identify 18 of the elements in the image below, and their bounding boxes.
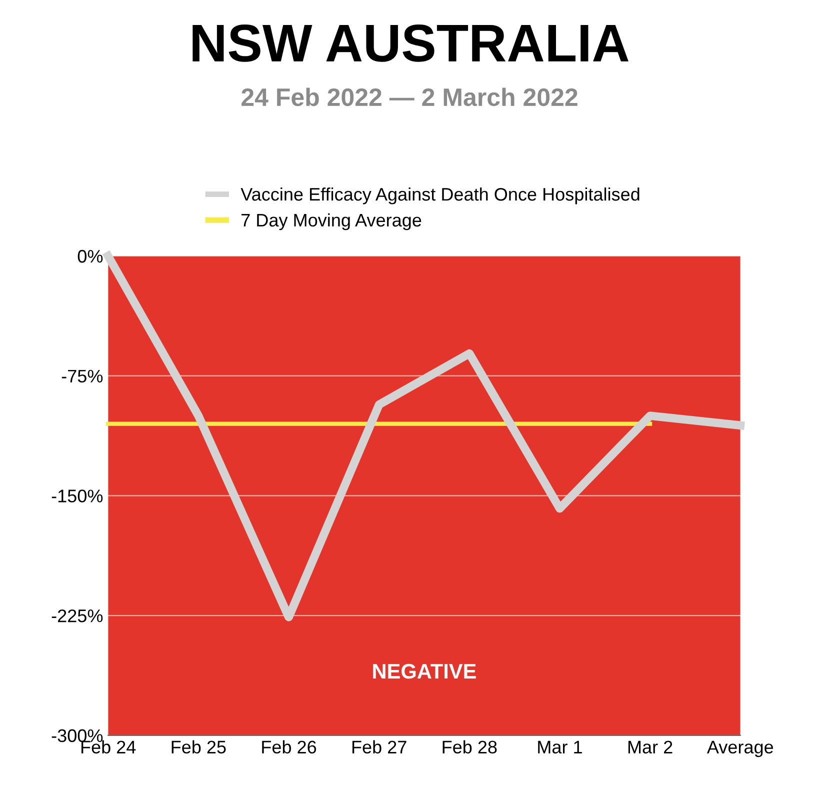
chart-title: NSW AUSTRALIA bbox=[192, 24, 628, 62]
y-tick-label: -75% bbox=[62, 370, 103, 383]
band-label: NEGATIVE bbox=[373, 664, 476, 679]
x-tick-label: Feb 28 bbox=[442, 740, 497, 754]
x-tick-label: Feb 26 bbox=[262, 740, 316, 754]
x-tick-label: Mar 1 bbox=[538, 740, 582, 754]
legend-label: 7 Day Moving Average bbox=[242, 213, 422, 230]
x-tick-label: Mar 2 bbox=[628, 740, 672, 754]
y-tick-label: -300% bbox=[52, 729, 103, 742]
y-tick-label: -150% bbox=[52, 490, 103, 502]
x-tick-label: Average bbox=[706, 740, 774, 758]
x-tick-label: Feb 27 bbox=[352, 740, 406, 754]
x-tick-label: Feb 25 bbox=[172, 740, 226, 754]
y-tick-label: -225% bbox=[52, 609, 103, 622]
legend-label: Vaccine Efficacy Against Death Once Hospitalised bbox=[240, 187, 640, 204]
y-tick-label: 0% bbox=[78, 250, 103, 263]
chart-subtitle: 24 Feb 2022 — 2 March 2022 bbox=[242, 88, 578, 106]
x-tick-label: Feb 24 bbox=[81, 740, 136, 754]
